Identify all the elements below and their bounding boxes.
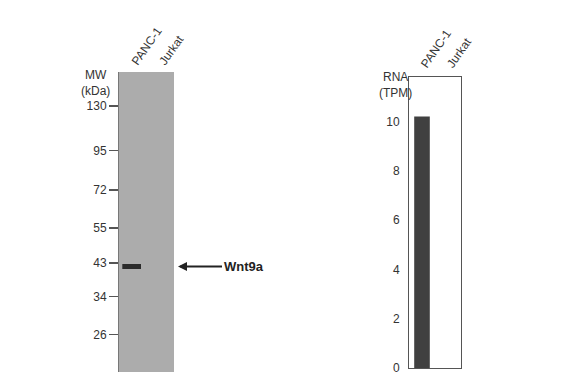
- svg-text:95: 95: [93, 144, 107, 158]
- svg-text:Jurkat: Jurkat: [156, 32, 187, 67]
- svg-text:0: 0: [393, 361, 400, 375]
- svg-text:2: 2: [393, 312, 400, 326]
- svg-text:43: 43: [93, 256, 107, 270]
- svg-text:6: 6: [393, 213, 400, 227]
- svg-text:RNA(TPM): RNA(TPM): [379, 70, 412, 100]
- svg-text:34: 34: [93, 290, 107, 304]
- svg-text:Jurkat: Jurkat: [444, 35, 475, 70]
- svg-text:72: 72: [93, 183, 107, 197]
- svg-text:MW(kDa): MW(kDa): [81, 68, 110, 98]
- svg-text:4: 4: [393, 263, 400, 277]
- svg-text:26: 26: [93, 328, 107, 342]
- svg-text:8: 8: [393, 164, 400, 178]
- svg-text:10: 10: [386, 115, 400, 129]
- svg-text:130: 130: [87, 99, 107, 113]
- svg-text:PANC-1: PANC-1: [129, 24, 165, 68]
- svg-text:Wnt9a: Wnt9a: [224, 259, 264, 274]
- svg-text:55: 55: [93, 221, 107, 235]
- svg-text:PANC-1: PANC-1: [418, 27, 454, 71]
